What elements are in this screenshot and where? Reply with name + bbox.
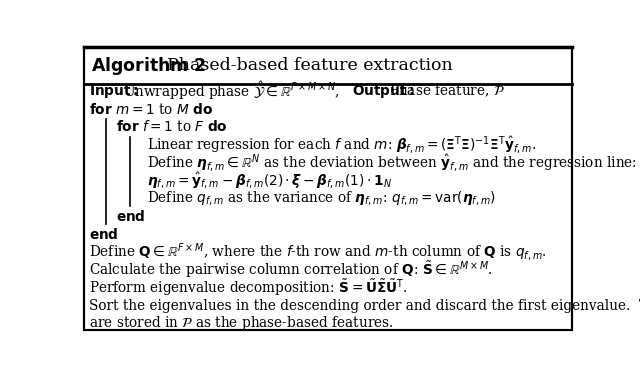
Text: $\mathbf{Output:}$: $\mathbf{Output:}$ <box>352 83 414 100</box>
Text: $\mathbf{Input:}$: $\mathbf{Input:}$ <box>89 83 138 100</box>
Text: $\mathbf{end}$: $\mathbf{end}$ <box>89 227 118 242</box>
Text: $\mathbf{for}$ $m = 1$ to $M$ $\mathbf{do}$: $\mathbf{for}$ $m = 1$ to $M$ $\mathbf{d… <box>89 101 213 117</box>
Text: Phased-based feature extraction: Phased-based feature extraction <box>167 57 452 74</box>
Text: Calculate the pairwise column correlation of $\mathbf{Q}$: $\tilde{\mathbf{S}} \: Calculate the pairwise column correlatio… <box>89 260 493 280</box>
Text: are stored in $\mathcal{P}$ as the phase-based features.: are stored in $\mathcal{P}$ as the phase… <box>89 314 394 332</box>
Text: Define $\mathbf{Q} \in \mathbb{R}^{F \times M}$, where the $f$-th row and $m$-th: Define $\mathbf{Q} \in \mathbb{R}^{F \ti… <box>89 241 547 263</box>
Text: $\mathbf{end}$: $\mathbf{end}$ <box>116 209 145 224</box>
Text: $\mathbf{Algorithm\ 2}$: $\mathbf{Algorithm\ 2}$ <box>91 55 206 77</box>
Text: $\boldsymbol{\eta}_{f,m} = \hat{\mathbf{y}}_{f,m} - \boldsymbol{\beta}_{f,m}(2) : $\boldsymbol{\eta}_{f,m} = \hat{\mathbf{… <box>147 170 392 191</box>
Text: Perform eigenvalue decomposition: $\tilde{\mathbf{S}} = \tilde{\mathbf{U}} \tild: Perform eigenvalue decomposition: $\tild… <box>89 278 408 298</box>
Text: Sort the eigenvalues in the descending order and discard the first eigenvalue.  : Sort the eigenvalues in the descending o… <box>89 298 640 313</box>
Text: Define $q_{f,m}$ as the variance of $\boldsymbol{\eta}_{f,m}$: $q_{f,m} = \mathr: Define $q_{f,m}$ as the variance of $\bo… <box>147 189 496 207</box>
Text: Phase feature, $\mathcal{P}$: Phase feature, $\mathcal{P}$ <box>388 83 504 100</box>
Text: Linear regression for each $f$ and $m$: $\boldsymbol{\beta}_{f,m} = (\boldsymbol: Linear regression for each $f$ and $m$: … <box>147 134 536 155</box>
Text: Unwrapped phase $\hat{\mathcal{Y}} \in \mathbb{R}^{F \times M \times N}$,: Unwrapped phase $\hat{\mathcal{Y}} \in \… <box>123 80 340 103</box>
Text: $\mathbf{for}$ $f = 1$ to $F$ $\mathbf{do}$: $\mathbf{for}$ $f = 1$ to $F$ $\mathbf{d… <box>116 119 227 135</box>
Text: Define $\boldsymbol{\eta}_{f,m} \in \mathbb{R}^N$ as the deviation between $\hat: Define $\boldsymbol{\eta}_{f,m} \in \mat… <box>147 152 637 173</box>
